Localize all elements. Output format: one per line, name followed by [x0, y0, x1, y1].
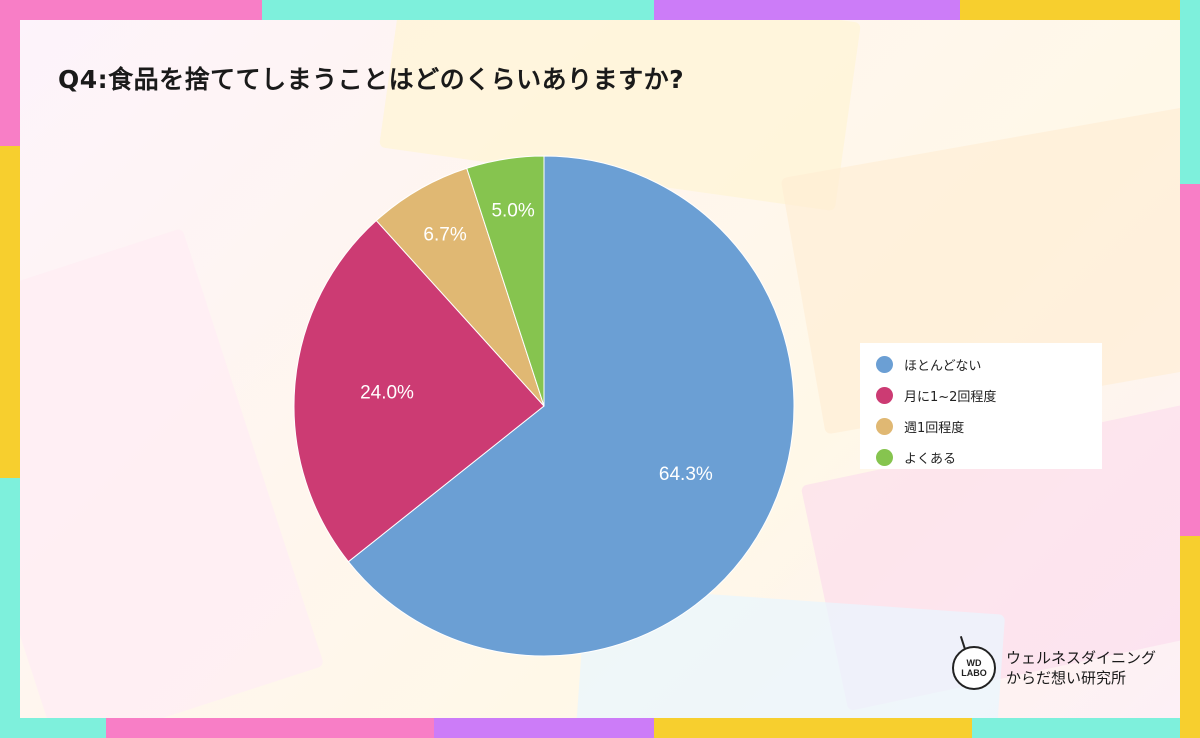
frame-strip — [262, 0, 654, 20]
brand-name-line1: ウェルネスダイニング — [1006, 649, 1157, 667]
legend-item: 月に1~2回程度 — [876, 380, 1102, 411]
logo-text-line1: WD — [966, 658, 982, 668]
slice-value-label: 24.0% — [360, 383, 414, 404]
logo-text-line2: LABO — [961, 668, 987, 678]
legend-swatch — [876, 418, 893, 435]
brand-footer: WD LABO ウェルネスダイニング からだ想い研究所 — [952, 642, 1156, 694]
legend-swatch — [876, 356, 893, 373]
legend-swatch — [876, 387, 893, 404]
frame-strip — [960, 0, 1200, 20]
legend-label: よくある — [904, 452, 957, 467]
frame-strip — [1180, 184, 1200, 536]
frame-strip — [972, 718, 1200, 738]
chart-title: Q4:食品を捨ててしまうことはどのくらいありますか? — [58, 65, 685, 94]
frame-strip — [0, 718, 106, 738]
brand-name: ウェルネスダイニング からだ想い研究所 — [1006, 648, 1156, 688]
legend-label: 月に1~2回程度 — [904, 390, 997, 405]
frame-strip — [654, 0, 960, 20]
frame-strip — [1180, 0, 1200, 184]
brand-name-line2: からだ想い研究所 — [1006, 669, 1127, 687]
frame-strip — [0, 146, 20, 478]
wd-labo-logo: WD LABO — [952, 646, 996, 690]
legend-item: よくある — [876, 442, 1102, 473]
legend-swatch — [876, 449, 893, 466]
pie-slice — [293, 219, 545, 563]
pie-slice — [466, 155, 545, 407]
frame-strip — [0, 0, 262, 20]
legend-item: ほとんどない — [876, 349, 1102, 380]
legend-label: 週1回程度 — [904, 421, 965, 436]
frame-strip — [106, 718, 434, 738]
slice-value-label: 6.7% — [423, 225, 466, 246]
frame-strip — [434, 718, 654, 738]
slice-value-label: 5.0% — [491, 200, 534, 221]
frame-strip — [654, 718, 972, 738]
slice-value-label: 64.3% — [659, 464, 713, 485]
legend-item: 週1回程度 — [876, 411, 1102, 442]
chart-legend: ほとんどない 月に1~2回程度 週1回程度よくある — [860, 343, 1102, 469]
frame-strip — [1180, 536, 1200, 738]
frame-strip — [0, 0, 20, 146]
frame-strip — [0, 478, 20, 738]
legend-label: ほとんどない — [904, 359, 982, 374]
pie-slice — [347, 155, 795, 657]
